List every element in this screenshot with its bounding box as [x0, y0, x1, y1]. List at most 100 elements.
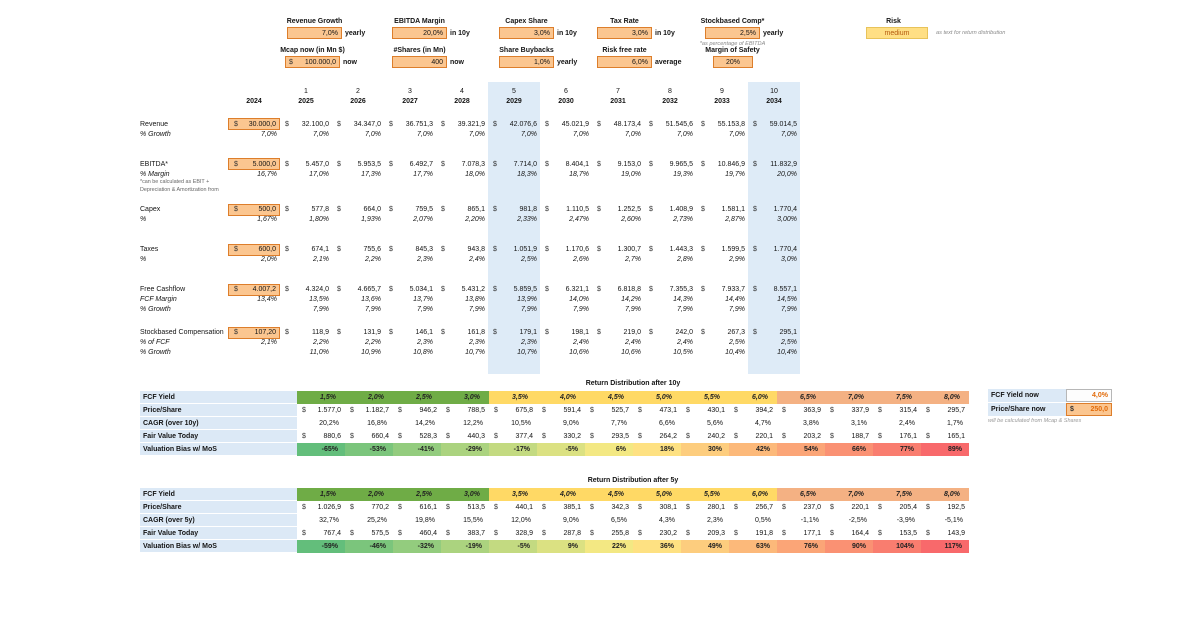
cell-value: 295,7: [947, 407, 965, 414]
price-share-cell: $675,8: [489, 404, 537, 417]
valuation-bias-cell: 42%: [729, 443, 777, 456]
param-input-stockbased-comp[interactable]: 2,5%: [705, 27, 760, 39]
fcf-yield-header-row: FCF Yield 1,5% 2,0% 2,5% 3,0% 3,5% 4,0% 4,5% 5,0…: [140, 488, 970, 501]
currency-symbol: $: [234, 160, 238, 168]
ebitda-cell: $10.846,9: [696, 159, 748, 169]
fair-value-today-cell: $153,5: [873, 527, 921, 540]
param-value: 3,0%: [632, 29, 648, 37]
param-footnote: *as percentage of EBITDA: [699, 41, 766, 47]
percent-cell: 13,9%: [517, 296, 537, 304]
cell-value: 51.545,6: [665, 120, 693, 128]
free-cashflow-cell: $5.034,1: [384, 285, 436, 295]
valuation-bias-cell: 117%: [921, 540, 969, 553]
ebitda-input-cell[interactable]: $5.000,0: [228, 158, 280, 170]
free-cashflow-cell: $7.933,7: [696, 285, 748, 295]
param-label: Stockbased Comp*: [700, 18, 765, 25]
param-input-margin-of-safety[interactable]: 20%: [713, 56, 753, 68]
percent-cell: 13,5%: [309, 296, 329, 304]
param-input-risk[interactable]: medium: [866, 27, 928, 39]
fcf-yield-cell: 5,0%: [633, 488, 681, 501]
cagr-cell: 3,1%: [851, 420, 867, 427]
year-label: 2029: [506, 98, 522, 105]
param-input-shares-in-mn[interactable]: 400: [392, 56, 447, 68]
stockbased-compensation-input-cell[interactable]: $107,20: [228, 326, 280, 339]
cagr-cell: 20,2%: [319, 420, 339, 427]
percent-cell: 3,0%: [781, 256, 797, 264]
param-input-mcap-now-in-mn[interactable]: $100.000,0: [285, 56, 340, 68]
price-share-cell: $1.182,7: [345, 404, 393, 417]
percent-cell: 10,5%: [673, 349, 693, 357]
cell-value: 1.300,7: [617, 246, 641, 254]
cell-value: 131,9: [363, 329, 381, 337]
param-share-buybacks: Share Buybacks 1,0% yearly: [499, 47, 577, 68]
percent-cell: 13,8%: [465, 296, 485, 304]
taxes-input-cell[interactable]: $600,0: [228, 243, 280, 256]
capex-input-cell[interactable]: $500,0: [228, 203, 280, 216]
currency-symbol: $: [782, 530, 786, 537]
param-input-tax-rate[interactable]: 3,0%: [597, 27, 652, 39]
param-input-capex-share[interactable]: 3,0%: [499, 27, 554, 39]
percent-cell: 17,7%: [413, 170, 433, 178]
cell-value: 1.599,5: [721, 246, 745, 254]
currency-symbol: $: [494, 407, 498, 414]
year-label: 2032: [662, 98, 678, 105]
param-label: Mcap now (in Mn $): [280, 47, 345, 54]
fcf-yield-cell: 4,5%: [585, 488, 633, 501]
fair-value-today-cell: $255,8: [585, 527, 633, 540]
price-share-cell: $308,1: [633, 501, 681, 514]
currency-symbol: $: [926, 433, 930, 440]
free-cashflow-input-cell[interactable]: $4.007,2: [228, 283, 280, 296]
revenue-cell: $51.545,6: [644, 119, 696, 129]
cell-value: 191,8: [755, 530, 773, 537]
valuation-bias-cell: -5%: [537, 443, 585, 456]
cell-value: 528,3: [419, 433, 437, 440]
table-row: Free Cashflow $4.007,2 $4.324,0 $4.665,7 $5.…: [140, 283, 840, 296]
cell-value: 4.324,0: [305, 286, 329, 294]
column-number: 3: [408, 87, 412, 95]
currency-symbol: $: [350, 433, 354, 440]
fcf-yield-label: FCF Yield: [140, 391, 297, 404]
currency-symbol: $: [441, 329, 445, 337]
footnote-line: *can be calculated as EBIT +: [140, 179, 210, 185]
taxes-cell: $1.051,9: [488, 245, 540, 255]
revenue-input-cell[interactable]: $30.000,0: [228, 118, 280, 130]
currency-symbol: $: [389, 206, 393, 214]
percent-cell: 2,5%: [521, 256, 537, 264]
param-input-risk-free-rate[interactable]: 6,0%: [597, 56, 652, 68]
fair-value-today-cell: $528,3: [393, 430, 441, 443]
currency-symbol: $: [234, 206, 238, 214]
revenue-cell: $48.173,4: [592, 119, 644, 129]
fcf-yield-cell: 7,0%: [825, 488, 873, 501]
price-share-now-input[interactable]: $250,0: [1066, 403, 1112, 416]
cell-value: 242,0: [675, 329, 693, 337]
currency-symbol: $: [753, 206, 757, 214]
cell-value: 32.100,0: [301, 120, 329, 128]
percent-cell: 14,5%: [777, 296, 797, 304]
table-row: EBITDA* $5.000,0 $5.457,0 $5.953,5 $6.492,7 $…: [140, 158, 840, 170]
param-input-share-buybacks[interactable]: 1,0%: [499, 56, 554, 68]
percent-cell: 7,9%: [573, 306, 589, 314]
cell-value: 865,1: [467, 206, 485, 214]
cell-value: 45.021,9: [561, 120, 589, 128]
year-label: 2027: [402, 98, 418, 105]
currency-symbol: $: [398, 407, 402, 414]
cell-value: 1.408,9: [669, 206, 693, 214]
cell-value: 308,1: [659, 504, 677, 511]
percent-cell: 3,00%: [777, 216, 797, 224]
column-number: 8: [668, 87, 672, 95]
fcf-yield-cell: 3,0%: [441, 391, 489, 404]
currency-symbol: $: [302, 530, 306, 537]
cell-value: 264,2: [659, 433, 677, 440]
param-input-revenue-growth[interactable]: 7,0%: [287, 27, 342, 39]
currency-symbol: $: [597, 206, 601, 214]
cell-value: 192,5: [947, 504, 965, 511]
cell-value: 36.751,3: [405, 120, 433, 128]
param-input-ebitda-margin[interactable]: 20,0%: [392, 27, 447, 39]
param-unit: in 10y: [450, 29, 470, 37]
valuation-bias-cell: -17%: [489, 443, 537, 456]
year-highlight-band: [748, 82, 800, 374]
currency-symbol: $: [545, 329, 549, 337]
currency-symbol: $: [234, 120, 238, 128]
cell-value: 240,2: [707, 433, 725, 440]
percent-cell: 7,9%: [469, 306, 485, 314]
